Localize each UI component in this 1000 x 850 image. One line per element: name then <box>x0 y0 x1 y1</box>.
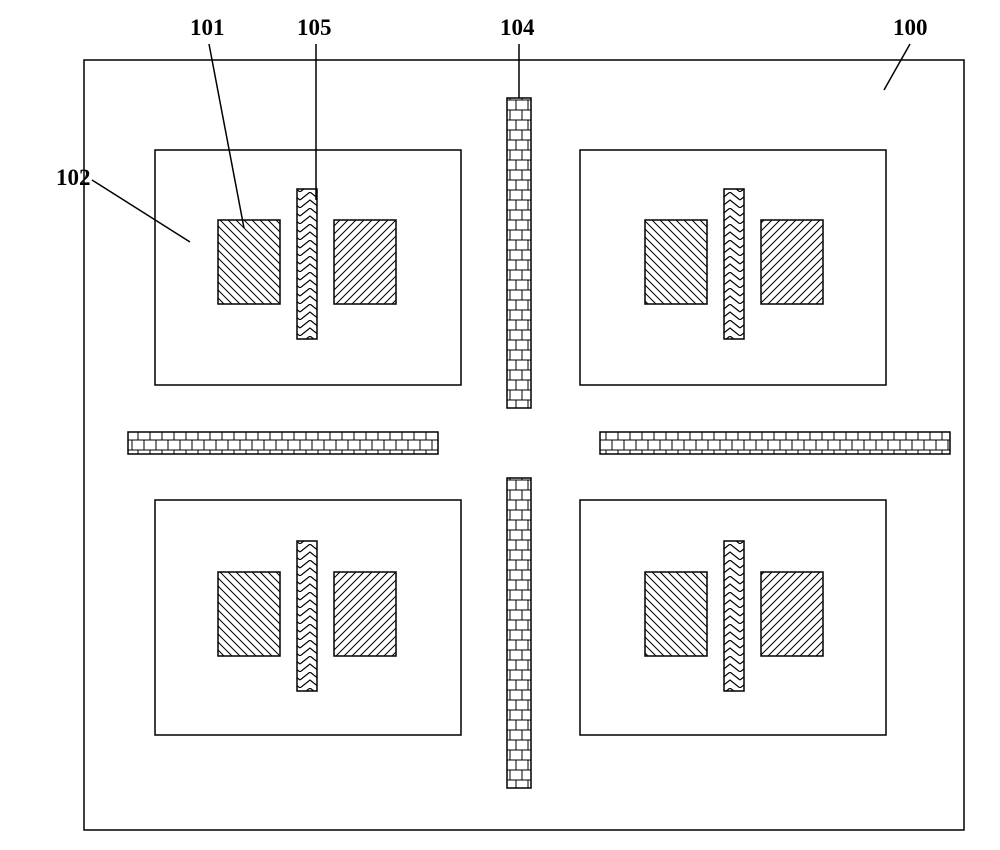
leader-line <box>884 44 910 90</box>
hatched-block <box>761 220 823 304</box>
brick-bar <box>600 432 950 454</box>
chevron-strip <box>724 189 744 339</box>
hatched-block <box>645 572 707 656</box>
brick-bar <box>507 98 531 408</box>
hatched-block <box>761 572 823 656</box>
hatched-block <box>218 572 280 656</box>
callout-label-104: 104 <box>500 15 535 41</box>
brick-bar <box>128 432 438 454</box>
hatched-block <box>334 572 396 656</box>
chevron-strip <box>297 189 317 339</box>
chevron-strip <box>724 541 744 691</box>
hatched-block <box>218 220 280 304</box>
leader-line <box>209 44 244 228</box>
callout-label-102: 102 <box>56 165 91 191</box>
hatched-block <box>645 220 707 304</box>
callout-label-105: 105 <box>297 15 332 41</box>
leader-line <box>92 180 190 242</box>
callout-label-101: 101 <box>190 15 225 41</box>
chevron-strip <box>297 541 317 691</box>
hatched-block <box>334 220 396 304</box>
brick-bar <box>507 478 531 788</box>
callout-label-100: 100 <box>893 15 928 41</box>
